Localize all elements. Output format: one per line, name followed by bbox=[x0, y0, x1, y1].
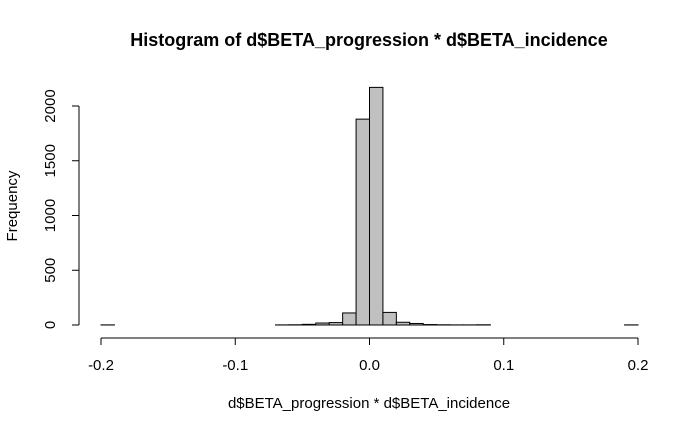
x-tick-label: 0.2 bbox=[628, 357, 649, 374]
histogram-bars bbox=[100, 86, 639, 326]
histogram-bar bbox=[301, 323, 317, 326]
histogram-bar bbox=[315, 322, 330, 326]
histogram-bar bbox=[328, 322, 344, 326]
x-axis-label: d$BETA_progression * d$BETA_incidence bbox=[228, 395, 510, 412]
y-axis: 0 500 1000 1500 2000 bbox=[42, 89, 80, 329]
histogram-bar bbox=[382, 311, 397, 326]
histogram-bar bbox=[409, 322, 424, 326]
histogram-bar bbox=[369, 86, 384, 326]
y-tick-label: 1000 bbox=[42, 199, 59, 232]
histogram-bar bbox=[342, 312, 357, 326]
histogram-bar bbox=[395, 321, 411, 326]
y-tick-label: 0 bbox=[42, 321, 59, 329]
x-tick-label: -0.2 bbox=[88, 357, 114, 374]
x-axis: -0.2 -0.1 0.0 0.1 0.2 bbox=[88, 337, 649, 374]
y-tick-label: 2000 bbox=[42, 89, 59, 122]
y-axis-label: Frequency bbox=[4, 170, 21, 241]
chart-title: Histogram of d$BETA_progression * d$BETA… bbox=[130, 30, 607, 50]
histogram-bar bbox=[355, 118, 371, 326]
y-tick-label: 1500 bbox=[42, 144, 59, 177]
x-tick-label: 0.1 bbox=[493, 357, 514, 374]
x-tick-label: -0.1 bbox=[222, 357, 248, 374]
y-tick-label: 500 bbox=[42, 258, 59, 283]
x-tick-label: 0.0 bbox=[359, 357, 380, 374]
